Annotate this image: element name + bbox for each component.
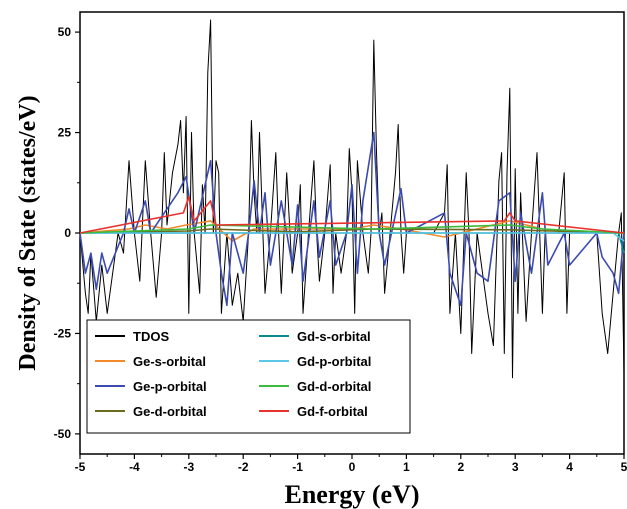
legend-label: Gd-d-orbital — [297, 379, 371, 394]
series-line-tdos — [79, 19, 625, 379]
x-tick-label: -1 — [292, 460, 303, 474]
legend-label: Gd-s-orbital — [297, 329, 371, 344]
legend: TDOS Ge-s-orbital Ge-p-orbital Ge-d-orbital… — [86, 319, 411, 434]
legend-label: Ge-s-orbital — [133, 354, 206, 369]
x-tick-label: 0 — [349, 460, 356, 474]
y-tick-label: 25 — [58, 126, 72, 140]
legend-label: Gd-p-orbital — [297, 354, 371, 369]
x-tick-label: 4 — [566, 460, 573, 474]
x-axis-title: Energy (eV) — [284, 480, 419, 509]
x-tick-label: 3 — [512, 460, 519, 474]
legend-label: Ge-p-orbital — [133, 379, 207, 394]
series-line-ge-s-orbital — [79, 220, 624, 242]
x-tick-label: 1 — [403, 460, 410, 474]
x-tick-label: -5 — [75, 460, 86, 474]
x-tick-label: 2 — [457, 460, 464, 474]
y-tick-label: -50 — [54, 427, 72, 441]
legend-box — [86, 319, 411, 434]
legend-label: Gd-f-orbital — [297, 404, 368, 419]
x-tick-label: -4 — [129, 460, 140, 474]
series-line-gd-d-orbital — [79, 224, 625, 234]
series-line-ge-d-orbital — [79, 228, 625, 234]
series-line-gd-f-orbital — [79, 196, 625, 234]
x-tick-label: -3 — [183, 460, 194, 474]
legend-label: TDOS — [133, 329, 169, 344]
legend-label: Ge-d-orbital — [133, 404, 207, 419]
y-tick-label: 0 — [64, 226, 71, 240]
y-tick-label: 50 — [58, 25, 72, 39]
y-axis-title: Density of State (states/eV) — [15, 95, 41, 370]
x-tick-label: 5 — [621, 460, 627, 474]
y-tick-label: -25 — [54, 326, 72, 340]
x-tick-label: -2 — [238, 460, 249, 474]
